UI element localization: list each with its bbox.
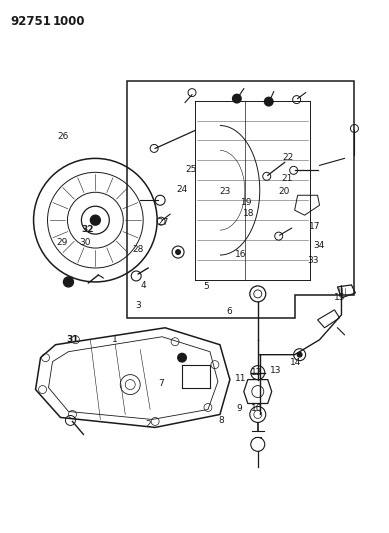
Text: 21: 21 [282,174,293,183]
Circle shape [90,215,100,225]
Text: 9: 9 [236,405,242,413]
Text: 33: 33 [307,256,319,264]
Circle shape [297,352,303,358]
Text: 3: 3 [135,301,141,310]
Text: 4: 4 [140,280,146,289]
Text: 27: 27 [158,219,169,228]
Text: 16: 16 [235,251,247,260]
Text: 92751: 92751 [11,15,51,28]
Text: 2: 2 [145,420,151,429]
Text: 12: 12 [251,368,262,377]
Text: 26: 26 [57,132,68,141]
Text: 31: 31 [66,335,79,344]
Text: 24: 24 [177,185,188,194]
Circle shape [177,353,187,362]
Text: 8: 8 [219,416,224,425]
Circle shape [63,277,74,287]
Circle shape [264,96,274,107]
Text: 18: 18 [243,209,254,218]
Text: 30: 30 [79,238,91,247]
Text: 23: 23 [220,187,231,196]
Text: 7: 7 [159,379,165,388]
Text: 32: 32 [82,225,94,234]
Text: 13: 13 [270,366,282,375]
Text: 25: 25 [185,165,196,174]
Text: 17: 17 [309,222,321,231]
Text: 6: 6 [226,307,232,316]
Text: 11: 11 [235,374,247,383]
Text: 28: 28 [133,245,144,254]
Text: 15: 15 [334,293,345,302]
Circle shape [232,94,242,103]
Text: 34: 34 [313,241,324,250]
Circle shape [175,249,181,255]
Text: 10: 10 [251,405,262,413]
Text: 5: 5 [203,282,209,291]
Text: 29: 29 [56,238,68,247]
Text: 22: 22 [282,153,293,162]
Text: 1000: 1000 [53,15,85,28]
Text: 19: 19 [241,198,252,207]
Text: 1: 1 [112,335,118,344]
Text: 20: 20 [278,187,289,196]
Text: 14: 14 [289,358,301,367]
